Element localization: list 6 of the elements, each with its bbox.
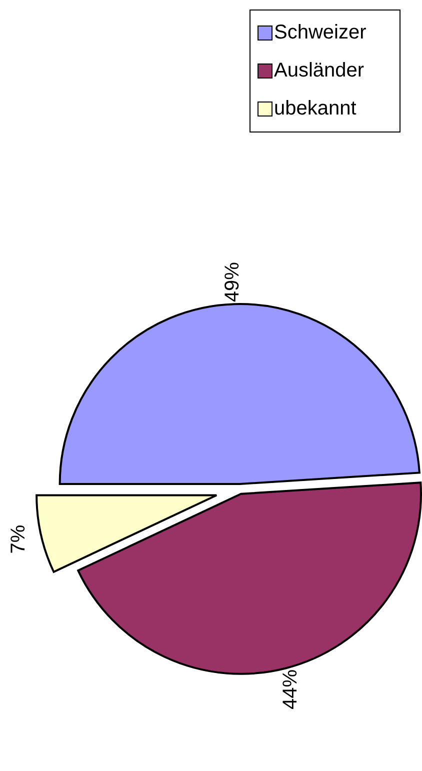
data-label: 49%	[222, 262, 244, 302]
legend-label: Schweizer	[274, 21, 367, 44]
legend-label: ubekannt	[274, 97, 357, 120]
legend-label: Ausländer	[274, 59, 364, 82]
data-label: 7%	[8, 524, 30, 554]
data-label: 44%	[280, 669, 302, 710]
